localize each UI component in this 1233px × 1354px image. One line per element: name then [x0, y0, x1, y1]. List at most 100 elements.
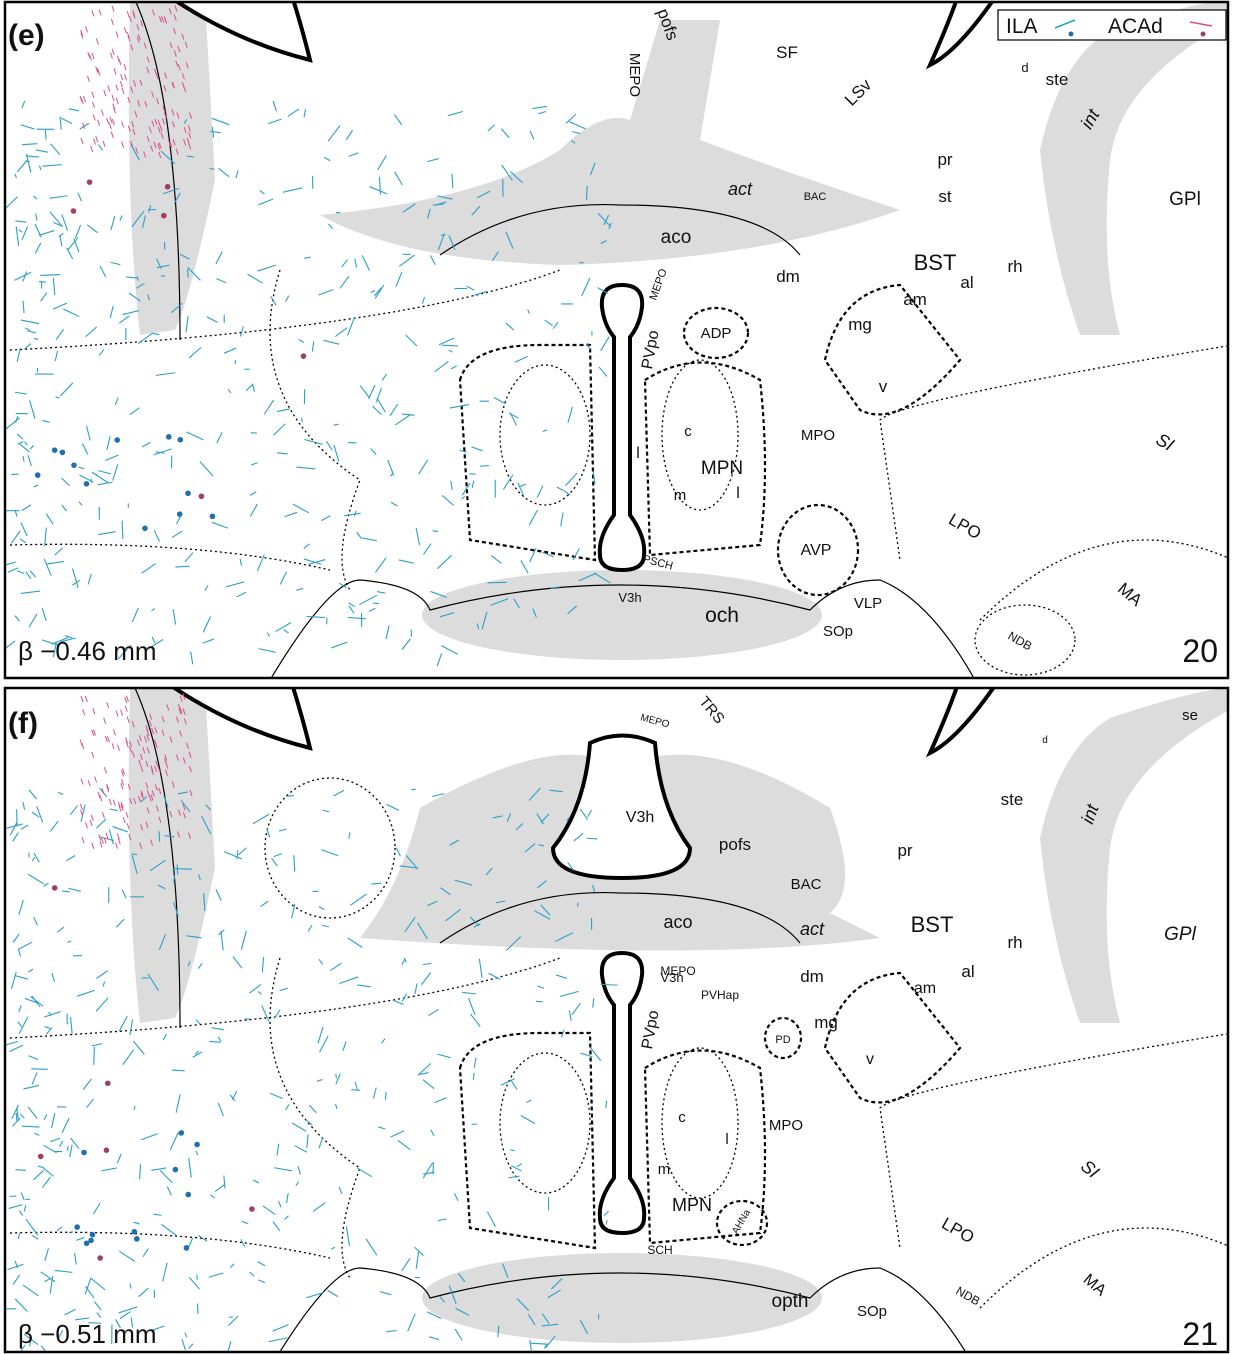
- fiber: [366, 1239, 377, 1256]
- fiber: [236, 171, 238, 179]
- fiber: [30, 571, 36, 578]
- region-label: MPO: [801, 427, 835, 444]
- fiber: [42, 1167, 53, 1177]
- fiber: [58, 792, 63, 794]
- fiber: [521, 1116, 535, 1124]
- fiber: [362, 255, 369, 270]
- region-label: BAC: [804, 191, 827, 203]
- fiber: [176, 1095, 180, 1113]
- cell: [185, 1192, 191, 1198]
- fiber: [321, 850, 338, 856]
- fiber: [349, 832, 350, 838]
- boundary: [880, 1033, 1233, 1248]
- fiber: [49, 196, 67, 199]
- fiber: [271, 296, 276, 305]
- fiber: [55, 397, 59, 398]
- fiber: [224, 348, 236, 353]
- fiber: [260, 190, 265, 194]
- fiber: [357, 532, 362, 538]
- region-label: och: [705, 604, 739, 627]
- fiber: [271, 858, 277, 866]
- fiber: [449, 350, 453, 352]
- fiber: [130, 1019, 133, 1035]
- cell: [71, 462, 77, 468]
- fiber: [21, 522, 27, 536]
- fiber: [34, 917, 38, 925]
- bregma-level: β −0.51 mm: [18, 1319, 157, 1349]
- fiber: [113, 800, 115, 806]
- boundary: [500, 365, 590, 505]
- region-label: LPO: [938, 1214, 977, 1247]
- fiber: [218, 1037, 221, 1042]
- fiber: [511, 1080, 517, 1089]
- boundary: [980, 540, 1233, 620]
- fiber: [572, 1003, 581, 1015]
- fiber: [107, 736, 109, 742]
- fiber: [545, 320, 553, 326]
- fiber: [536, 1001, 543, 1002]
- cell: [179, 1130, 185, 1136]
- region-label: MEPO: [647, 267, 670, 302]
- fiber: [96, 998, 108, 1011]
- fiber: [321, 516, 330, 521]
- fiber: [107, 118, 109, 124]
- fiber: [232, 1091, 236, 1099]
- fiber: [577, 903, 578, 907]
- fiber: [87, 426, 91, 440]
- fiber: [55, 1270, 72, 1272]
- region-label: PVpo: [639, 329, 663, 371]
- fiber: [110, 306, 113, 318]
- fiber: [573, 549, 579, 560]
- gray-region: [1040, 688, 1233, 1023]
- fiber: [448, 111, 463, 115]
- fiber: [44, 1279, 50, 1282]
- fiber: [21, 825, 28, 829]
- fiber: [275, 623, 291, 632]
- fiber: [599, 367, 607, 376]
- fiber: [270, 1093, 282, 1098]
- fiber: [296, 588, 303, 590]
- fiber: [74, 238, 79, 252]
- fiber: [369, 187, 387, 194]
- fiber: [423, 1163, 432, 1178]
- fiber: [151, 1168, 166, 1170]
- fiber: [17, 571, 24, 574]
- fiber: [217, 432, 222, 443]
- fiber: [442, 495, 453, 505]
- fiber: [50, 212, 63, 227]
- fiber: [81, 778, 83, 784]
- fiber: [274, 1168, 292, 1171]
- fiber: [292, 1123, 306, 1131]
- fiber: [47, 561, 65, 564]
- region-label: st: [938, 187, 952, 206]
- region-label: TRS: [695, 693, 727, 727]
- cell: [249, 1206, 255, 1212]
- fiber: [386, 804, 399, 810]
- fiber: [274, 424, 286, 436]
- region-label: m: [674, 487, 687, 504]
- fiber: [406, 335, 417, 346]
- fiber: [122, 779, 124, 785]
- fiber: [334, 424, 339, 425]
- fiber: [78, 193, 82, 201]
- fiber: [26, 154, 30, 172]
- fiber: [23, 802, 25, 810]
- cell: [165, 184, 171, 190]
- fiber: [116, 85, 118, 91]
- fiber: [218, 168, 229, 176]
- fiber: [163, 1263, 168, 1282]
- fiber: [277, 409, 290, 412]
- region-label: l: [636, 445, 640, 462]
- region-label: ste: [1046, 70, 1069, 89]
- fiber: [95, 776, 97, 782]
- region-label: pofs: [719, 835, 751, 854]
- fiber: [83, 709, 85, 715]
- fiber: [182, 1339, 185, 1350]
- fiber: [343, 1042, 346, 1051]
- gray-region: [1040, 0, 1233, 335]
- cell: [134, 1236, 140, 1242]
- fiber: [402, 958, 405, 965]
- region-label: MA: [1114, 579, 1146, 610]
- fiber: [336, 1074, 337, 1078]
- fiber: [432, 531, 438, 532]
